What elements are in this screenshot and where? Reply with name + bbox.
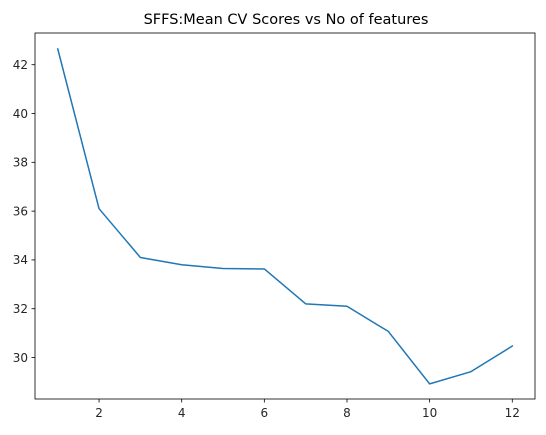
y-tick-label: 38: [13, 156, 28, 170]
y-tick-label: 32: [13, 302, 28, 316]
chart-title: SFFS:Mean CV Scores vs No of features: [144, 12, 429, 28]
plot-frame: [34, 32, 536, 400]
x-tick-label: 2: [95, 406, 103, 420]
x-tick-label: 4: [178, 406, 186, 420]
x-tick-label: 10: [422, 406, 437, 420]
y-tick-label: 36: [13, 204, 28, 218]
y-tick-label: 30: [13, 351, 28, 365]
x-tick-label: 6: [261, 406, 269, 420]
x-tick-label: 8: [343, 406, 351, 420]
plot-area: 2 4 6 8 10 12 30 32 34 36 38 40 42: [13, 32, 536, 420]
y-tick-label: 42: [13, 58, 28, 72]
x-tick-label: 12: [505, 406, 520, 420]
y-tick-label: 34: [13, 253, 28, 267]
y-tick-label: 40: [13, 107, 28, 121]
series-line-0: [56, 47, 514, 385]
